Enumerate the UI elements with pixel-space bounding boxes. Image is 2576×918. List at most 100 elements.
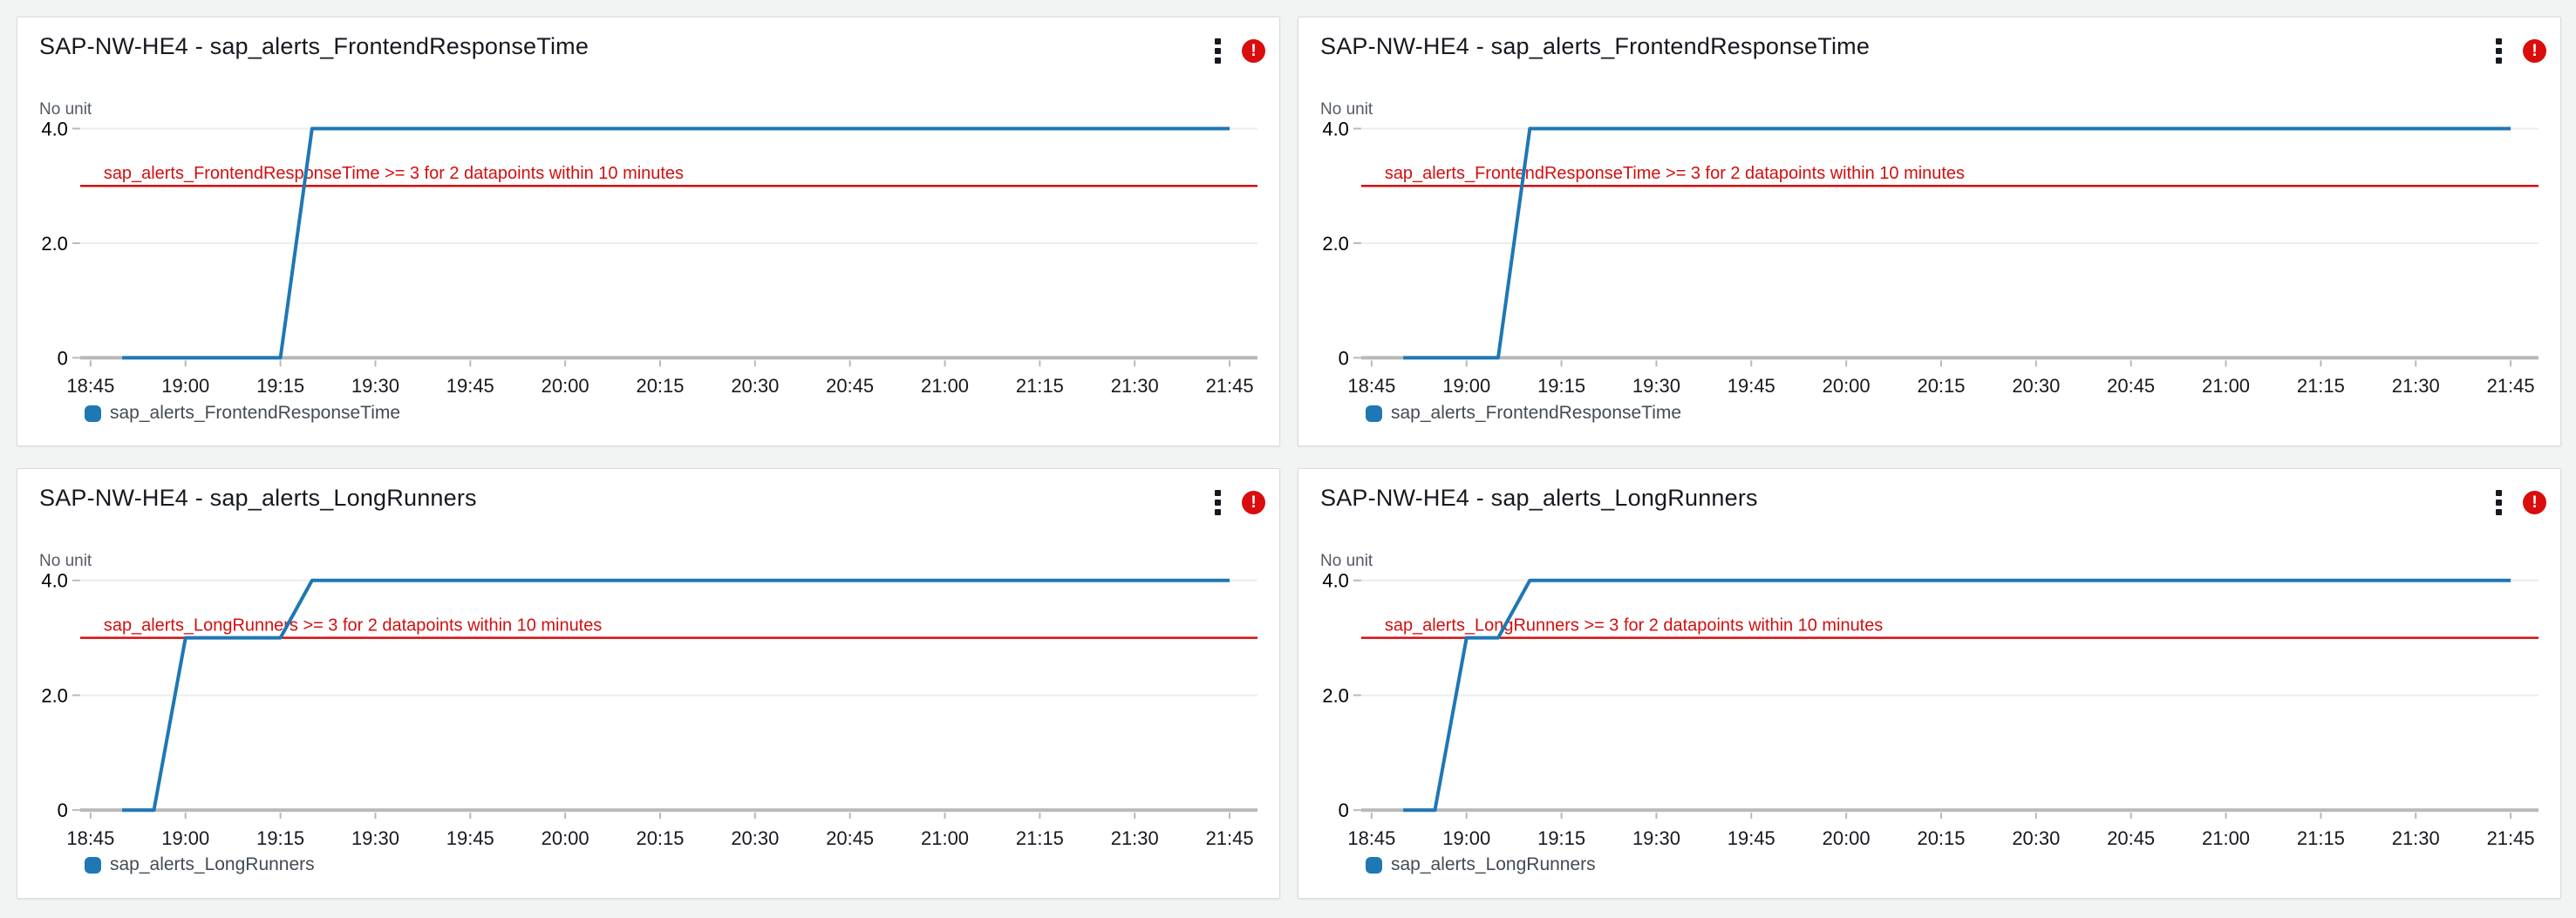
chart-canvas[interactable]: 0 2.0 4.0 18:45 19:00 19:15 19:30 19:45 20:00 20:… [17,17,1279,445]
legend-item[interactable]: sap_alerts_FrontendResponseTime [85,403,400,424]
svg-text:21:15: 21:15 [2297,375,2345,397]
unit-label: No unit [39,100,92,119]
unit-label: No unit [1320,552,1373,570]
svg-text:21:00: 21:00 [921,375,969,397]
kebab-menu-icon[interactable] [1208,35,1228,67]
widget-title: SAP-NW-HE4 - sap_alerts_FrontendResponse… [1320,33,1871,59]
svg-text:19:15: 19:15 [1537,375,1585,397]
svg-text:4.0: 4.0 [1322,570,1349,592]
svg-text:19:45: 19:45 [446,827,494,849]
legend-label: sap_alerts_LongRunners [1391,854,1596,874]
chart-canvas[interactable]: 0 2.0 4.0 18:45 19:00 19:15 19:30 19:45 20:00 20:… [17,469,1279,898]
widget-title: SAP-NW-HE4 - sap_alerts_FrontendResponse… [39,33,589,59]
svg-text:21:15: 21:15 [2297,827,2345,849]
unit-label: No unit [39,552,92,570]
svg-text:19:45: 19:45 [1728,827,1775,849]
svg-text:20:00: 20:00 [1823,827,1871,849]
alarm-glyph: ! [2532,493,2538,512]
legend-swatch-icon [1366,856,1382,874]
svg-text:18:45: 18:45 [66,375,114,397]
svg-text:2.0: 2.0 [41,684,68,706]
svg-text:19:00: 19:00 [1442,375,1490,397]
alarm-state-icon: ! [1242,491,1265,514]
legend-item[interactable]: sap_alerts_FrontendResponseTime [1366,403,1681,424]
svg-text:0: 0 [58,347,68,369]
metric-widget-frontend-response-time-2: 0 2.0 4.0 18:45 19:00 19:15 19:30 19:45 20:00 20:… [1298,17,2561,446]
svg-text:20:45: 20:45 [2107,827,2155,849]
metric-widget-long-runners-1: 0 2.0 4.0 18:45 19:00 19:15 19:30 19:45 20:00 20:… [17,468,1280,899]
legend-item[interactable]: sap_alerts_LongRunners [85,854,315,875]
svg-text:21:30: 21:30 [2392,375,2440,397]
svg-text:21:15: 21:15 [1016,827,1064,849]
svg-text:sap_alerts_LongRunners >= 3 fo: sap_alerts_LongRunners >= 3 for 2 datapo… [1385,616,1883,636]
alarm-state-icon: ! [1242,39,1265,63]
svg-text:19:30: 19:30 [1632,827,1680,849]
svg-text:sap_alerts_FrontendResponseTim: sap_alerts_FrontendResponseTime >= 3 for… [104,164,684,183]
legend-swatch-icon [85,856,101,874]
kebab-menu-icon[interactable] [2489,35,2509,67]
legend-swatch-icon [1366,405,1382,422]
svg-text:21:00: 21:00 [2202,375,2250,397]
svg-text:21:30: 21:30 [2392,827,2440,849]
svg-text:19:45: 19:45 [446,375,494,397]
metric-widget-long-runners-2: 0 2.0 4.0 18:45 19:00 19:15 19:30 19:45 20:00 20:… [1298,468,2561,899]
svg-text:0: 0 [1339,347,1349,369]
alarm-state-icon: ! [2523,39,2546,63]
alarm-glyph: ! [1251,493,1257,512]
legend-label: sap_alerts_FrontendResponseTime [110,403,401,423]
svg-text:19:30: 19:30 [1632,375,1680,397]
svg-text:21:45: 21:45 [2487,375,2535,397]
svg-text:21:15: 21:15 [1016,375,1064,397]
chart-canvas[interactable]: 0 2.0 4.0 18:45 19:00 19:15 19:30 19:45 20:00 20:… [1298,469,2560,898]
svg-text:21:30: 21:30 [1111,375,1159,397]
svg-text:19:00: 19:00 [1442,827,1490,849]
unit-label: No unit [1320,100,1373,119]
svg-text:20:15: 20:15 [1918,827,1966,849]
svg-text:19:30: 19:30 [351,375,399,397]
svg-text:20:15: 20:15 [637,827,685,849]
svg-text:19:15: 19:15 [256,827,304,849]
svg-text:21:45: 21:45 [2487,827,2535,849]
widget-title: SAP-NW-HE4 - sap_alerts_LongRunners [39,485,477,511]
svg-text:20:30: 20:30 [731,375,779,397]
svg-text:4.0: 4.0 [41,570,68,592]
legend-label: sap_alerts_LongRunners [110,854,315,874]
legend-label: sap_alerts_FrontendResponseTime [1391,403,1682,423]
svg-text:20:00: 20:00 [542,827,589,849]
widget-title: SAP-NW-HE4 - sap_alerts_LongRunners [1320,485,1758,511]
legend-item[interactable]: sap_alerts_LongRunners [1366,854,1596,875]
svg-text:19:00: 19:00 [161,375,209,397]
svg-text:4.0: 4.0 [1322,118,1349,139]
svg-text:20:45: 20:45 [826,375,874,397]
svg-text:19:15: 19:15 [1537,827,1585,849]
svg-text:20:30: 20:30 [2012,375,2060,397]
alarm-glyph: ! [2532,42,2538,60]
svg-text:20:15: 20:15 [636,375,684,397]
alarm-glyph: ! [1251,42,1257,60]
svg-text:18:45: 18:45 [1347,375,1395,397]
kebab-menu-icon[interactable] [2489,486,2509,519]
svg-text:2.0: 2.0 [41,233,68,255]
metric-widget-frontend-response-time-1: 0 2.0 4.0 18:45 19:00 19:15 19:30 19:45 20:00 20:… [17,17,1280,446]
chart-canvas[interactable]: 0 2.0 4.0 18:45 19:00 19:15 19:30 19:45 20:00 20:… [1298,17,2560,445]
svg-text:20:45: 20:45 [826,827,874,849]
svg-text:20:00: 20:00 [1823,375,1871,397]
svg-text:sap_alerts_LongRunners >= 3 fo: sap_alerts_LongRunners >= 3 for 2 datapo… [104,616,602,636]
svg-text:21:30: 21:30 [1111,827,1159,849]
svg-text:20:00: 20:00 [542,375,589,397]
svg-text:21:00: 21:00 [2202,827,2250,849]
svg-text:19:15: 19:15 [256,375,304,397]
svg-text:20:30: 20:30 [2012,827,2060,849]
svg-text:20:45: 20:45 [2107,375,2155,397]
alarm-state-icon: ! [2523,491,2546,514]
svg-text:18:45: 18:45 [1347,827,1395,849]
svg-text:19:30: 19:30 [351,827,399,849]
dashboard-grid: 0 2.0 4.0 18:45 19:00 19:15 19:30 19:45 20:00 20:… [17,17,2561,899]
svg-text:19:45: 19:45 [1728,375,1775,397]
kebab-menu-icon[interactable] [1208,486,1228,519]
svg-text:18:45: 18:45 [66,827,114,849]
legend-swatch-icon [85,405,101,422]
svg-text:19:00: 19:00 [161,827,209,849]
svg-text:0: 0 [1339,799,1349,821]
svg-text:21:45: 21:45 [1206,827,1254,849]
